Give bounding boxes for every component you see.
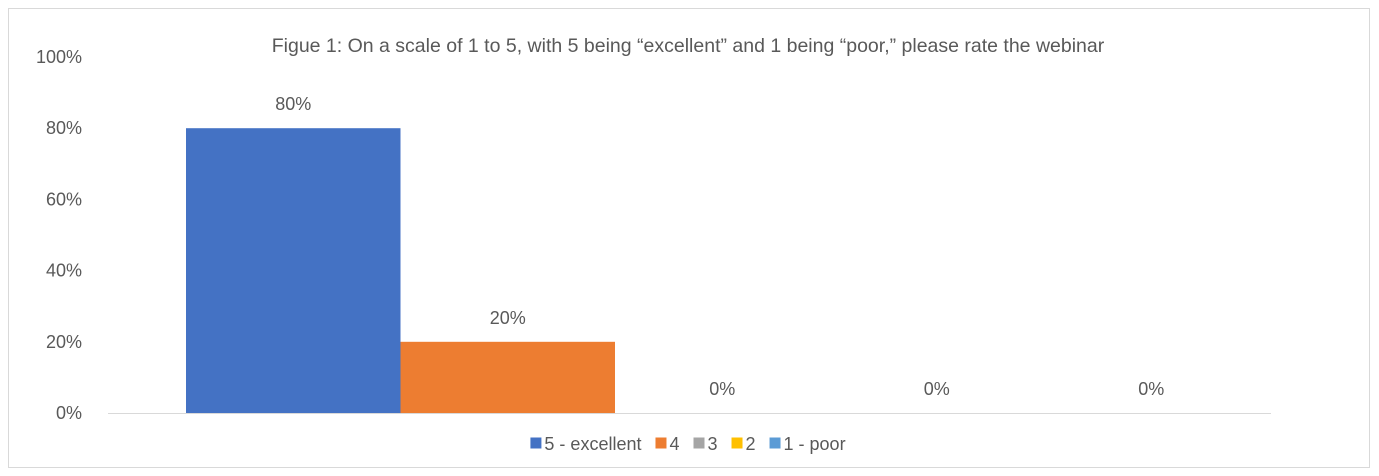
y-tick-label: 40% [46,261,82,281]
legend[interactable]: 5 - excellent 4 3 2 1 - poor [530,434,846,454]
legend-label: 3 [708,434,718,454]
legend-label: 4 [669,434,679,454]
legend-item[interactable]: 5 - excellent [530,434,641,454]
legend-item[interactable]: 3 [693,434,718,454]
legend-swatch [530,437,542,449]
y-tick-label: 100% [36,47,82,67]
chart-title: Figue 1: On a scale of 1 to 5, with 5 be… [272,35,1105,57]
y-tick-label: 80% [46,118,82,138]
legend-item[interactable]: 1 - poor [769,434,846,454]
legend-swatch [655,437,667,449]
legend-label: 2 [746,434,756,454]
data-label: 0% [709,379,735,399]
legend-item[interactable]: 2 [731,434,756,454]
legend-label: 1 - poor [784,434,846,454]
bars-group [186,128,615,413]
legend-item[interactable]: 4 [655,434,680,454]
legend-swatch [693,437,705,449]
bar-2 [400,341,615,413]
bar-1 [186,128,401,413]
y-tick-label: 60% [46,189,82,209]
data-labels-group: 80% 20% 0% 0% 0% [275,94,1164,399]
legend-swatch [731,437,743,449]
y-tick-label: 0% [56,403,82,423]
data-label: 0% [1138,379,1164,399]
legend-swatch [769,437,781,449]
y-tick-label: 20% [46,332,82,352]
y-axis-ticks: 0% 20% 40% 60% 80% 100% [36,47,82,423]
legend-label: 5 - excellent [544,434,641,454]
data-label: 20% [490,308,526,328]
data-label: 80% [275,94,311,114]
data-label: 0% [924,379,950,399]
